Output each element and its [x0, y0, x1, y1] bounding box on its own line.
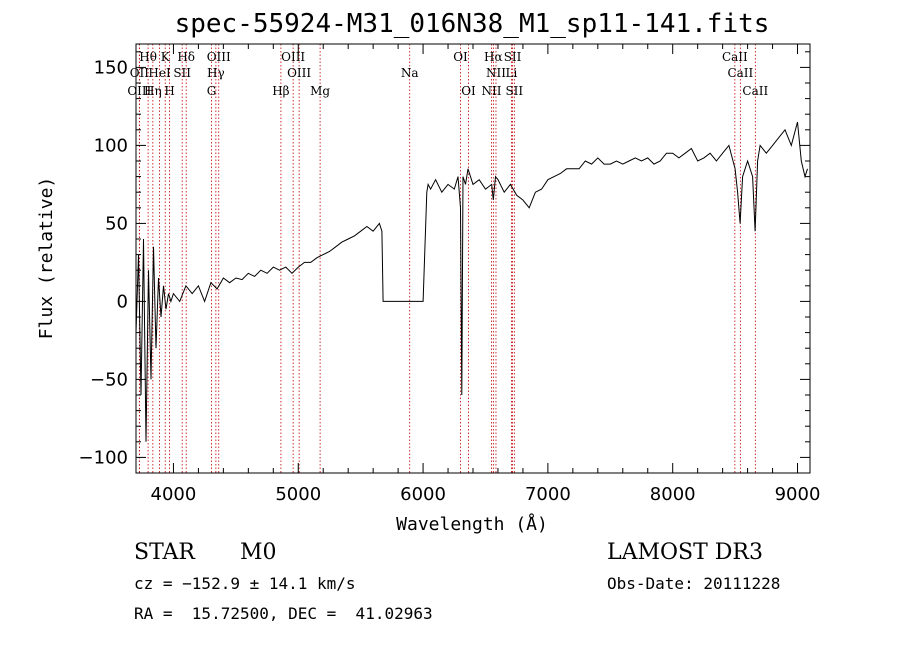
x-tick-label: 8000 — [650, 484, 696, 505]
x-tick-label: 5000 — [275, 484, 321, 505]
y-tick-label: −100 — [79, 447, 128, 468]
y-tick-label: 150 — [94, 57, 128, 78]
object-class: STAR — [134, 540, 195, 565]
spectral-line-label: Mg — [310, 84, 330, 98]
y-tick-label: 0 — [117, 291, 128, 312]
spectral-line-label: K — [161, 50, 171, 64]
spectral-line-label: G — [207, 84, 217, 98]
spectral-line-label: OIII — [287, 66, 311, 80]
spectral-line-label: SII — [505, 84, 523, 98]
x-axis-label: Wavelength (Å) — [396, 513, 548, 535]
spectral-line-markers — [138, 44, 756, 473]
x-tick-label: 7000 — [525, 484, 571, 505]
spectral-line-label: Li — [506, 66, 518, 80]
spectrum-series — [135, 121, 808, 442]
spectral-line-label: Hγ — [207, 66, 225, 80]
spectral-line-label: Hθ — [139, 50, 157, 64]
spectral-line-label: NII — [486, 66, 506, 80]
spectral-line-label: OI — [461, 84, 476, 98]
spectral-line-label: OIII — [281, 50, 305, 64]
spectral-line-label: Hδ — [177, 50, 195, 64]
spectral-line-label: HeI — [148, 66, 171, 80]
spectral-line-label: OIII — [207, 50, 231, 64]
plot-area — [135, 121, 808, 442]
y-axis-label: Flux (relative) — [36, 177, 57, 340]
spectral-line-label: Hη — [144, 84, 162, 98]
redshift-velocity: cz = −152.9 ± 14.1 km/s — [134, 574, 356, 593]
spectral-line-label: OI — [453, 50, 468, 64]
spectral-line-label: Hα — [484, 50, 503, 64]
spectral-line-label: H — [164, 84, 174, 98]
chart-title: spec-55924-M31_016N38_M1_sp11-141.fits — [175, 9, 770, 39]
spectral-line-label: CaII — [722, 50, 748, 64]
spectral-line-label: SII — [504, 50, 522, 64]
x-tick-label: 4000 — [151, 484, 197, 505]
spectral-line-label: CaII — [742, 84, 768, 98]
spectral-line-label: NII — [481, 84, 501, 98]
observation-date: Obs-Date: 20111228 — [607, 574, 781, 593]
survey-name: LAMOST DR3 — [607, 540, 763, 565]
x-tick-label: 9000 — [775, 484, 821, 505]
spectral-line-label: Hβ — [272, 84, 289, 98]
plot-frame — [135, 43, 811, 474]
spectral-line-label: SII — [173, 66, 191, 80]
spectral-line-label: CaII — [727, 66, 753, 80]
y-axis: −100 −50 0 50 100 150 — [79, 51, 810, 468]
x-axis: 4000 5000 6000 7000 8000 9000 — [151, 44, 821, 505]
y-tick-label: −50 — [90, 369, 128, 390]
y-tick-label: 50 — [105, 213, 128, 234]
coordinates: RA = 15.72500, DEC = 41.02963 — [134, 604, 433, 623]
y-tick-label: 100 — [94, 135, 128, 156]
object-subclass: M0 — [240, 540, 277, 565]
spectral-line-label: OII — [130, 66, 150, 80]
x-tick-label: 6000 — [400, 484, 446, 505]
spectral-line-label: Na — [401, 66, 419, 80]
spectral-line-label: OIII — [127, 84, 151, 98]
